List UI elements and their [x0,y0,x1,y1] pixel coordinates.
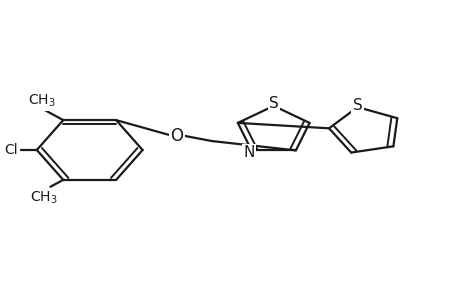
Text: CH$_3$: CH$_3$ [28,93,56,110]
Text: N: N [243,145,254,160]
Text: CH$_3$: CH$_3$ [29,190,57,206]
Text: S: S [268,96,278,111]
Text: O: O [170,127,183,145]
Text: S: S [352,98,362,113]
Text: Cl: Cl [4,143,17,157]
